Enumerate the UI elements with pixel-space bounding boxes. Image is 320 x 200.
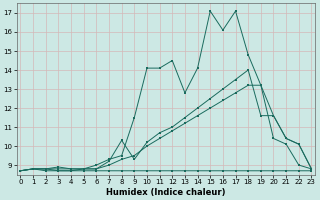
X-axis label: Humidex (Indice chaleur): Humidex (Indice chaleur) xyxy=(106,188,226,197)
